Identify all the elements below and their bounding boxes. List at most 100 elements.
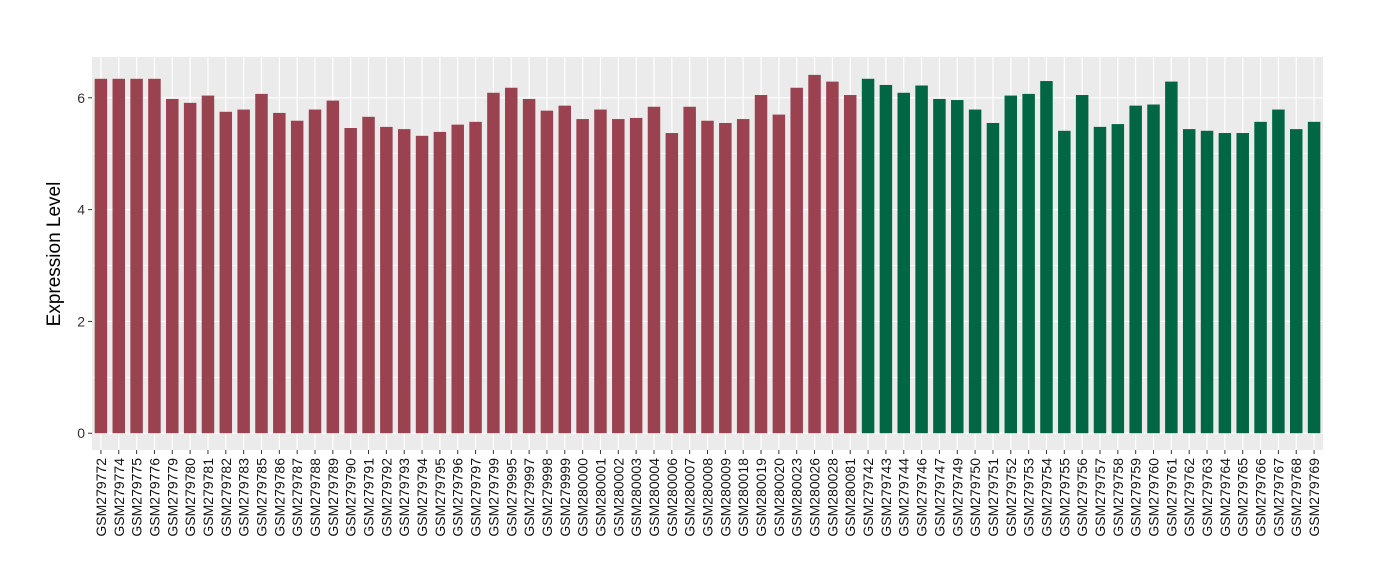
x-tick-label: GSM279762: [1181, 458, 1197, 537]
x-tick-label: GSM280001: [592, 458, 608, 537]
bar-GSM279783: [237, 109, 250, 434]
bar-GSM279781: [201, 95, 215, 434]
bar-GSM280000: [576, 119, 589, 434]
x-tick-label: GSM279759: [1128, 458, 1144, 537]
x-tick-label: GSM279785: [253, 458, 269, 537]
bar-GSM280008: [701, 120, 714, 434]
x-tick-label: GSM279742: [860, 458, 876, 537]
x-tick-label: GSM280004: [646, 458, 662, 537]
x-tick-label: GSM279997: [521, 458, 537, 537]
y-tick-label: 2: [77, 313, 85, 329]
x-tick-label: GSM279766: [1253, 458, 1269, 537]
x-tick-label: GSM279791: [361, 458, 377, 537]
x-tick-label: GSM280019: [753, 458, 769, 537]
bar-GSM279752: [1004, 95, 1018, 434]
x-tick-label: GSM279753: [1021, 458, 1037, 537]
x-tick-label: GSM279795: [432, 458, 448, 537]
bar-GSM279764: [1218, 133, 1232, 434]
x-tick-label: GSM279754: [1038, 458, 1054, 537]
bar-GSM280007: [683, 106, 696, 434]
x-tick-label: GSM279790: [343, 458, 359, 537]
bar-GSM279760: [1147, 104, 1160, 434]
bar-GSM279782: [219, 111, 233, 434]
bar-GSM279995: [505, 87, 518, 434]
bar-GSM280001: [594, 109, 607, 434]
x-axis: GSM279772 GSM279774 GSM279775 GSM279776 GSM2…: [93, 450, 1322, 537]
x-tick-label: GSM279763: [1199, 458, 1215, 537]
x-tick-label: GSM279796: [450, 458, 466, 537]
bar-GSM279785: [255, 93, 268, 434]
x-tick-label: GSM279786: [271, 458, 287, 537]
x-tick-label: GSM279789: [325, 458, 341, 537]
y-axis-label: Expression Level: [44, 182, 65, 327]
bar-GSM280020: [772, 114, 786, 434]
bar-GSM279794: [415, 135, 429, 434]
bar-GSM279799: [487, 92, 500, 434]
bar-GSM279766: [1254, 121, 1267, 434]
x-tick-label: GSM279749: [949, 458, 965, 537]
bar-GSM279793: [397, 129, 411, 434]
bar-GSM279756: [1075, 95, 1089, 434]
x-tick-label: GSM279788: [307, 458, 323, 537]
x-tick-label: GSM280006: [664, 458, 680, 537]
bar-GSM280023: [790, 87, 803, 434]
bar-GSM280019: [754, 95, 768, 434]
y-tick-label: 0: [77, 425, 85, 441]
bar-GSM280028: [826, 81, 839, 434]
bar-GSM279749: [951, 100, 964, 434]
bar-GSM279746: [915, 85, 928, 434]
bar-GSM279999: [558, 105, 572, 434]
bar-GSM279768: [1289, 129, 1303, 434]
bar-GSM279796: [451, 124, 464, 434]
x-tick-label: GSM279780: [182, 458, 198, 537]
x-tick-label: GSM280008: [700, 458, 716, 537]
x-tick-label: GSM279751: [985, 458, 1001, 537]
bar-GSM279754: [1040, 81, 1053, 434]
x-tick-label: GSM279743: [878, 458, 894, 537]
bar-GSM279757: [1093, 126, 1107, 434]
x-tick-label: GSM279765: [1235, 458, 1251, 537]
bar-GSM279761: [1165, 81, 1178, 434]
bar-GSM279762: [1182, 129, 1196, 434]
x-tick-label: GSM279760: [1146, 458, 1162, 537]
x-tick-label: GSM280081: [842, 458, 858, 537]
bar-GSM279790: [344, 127, 357, 434]
x-tick-label: GSM279782: [218, 458, 234, 537]
x-tick-label: GSM279779: [164, 458, 180, 537]
x-tick-label: GSM280026: [807, 458, 823, 537]
bar-GSM280006: [665, 133, 679, 434]
x-tick-label: GSM279774: [111, 458, 127, 537]
bar-GSM279750: [968, 109, 982, 434]
bar-GSM279747: [933, 98, 946, 434]
bar-GSM280009: [719, 122, 732, 434]
bar-GSM279744: [897, 92, 910, 434]
x-tick-label: GSM279797: [468, 458, 484, 537]
x-tick-label: GSM279744: [896, 458, 912, 537]
x-tick-label: GSM279775: [129, 458, 145, 537]
x-tick-label: GSM279750: [967, 458, 983, 537]
x-tick-label: GSM279792: [378, 458, 394, 537]
bar-GSM280004: [647, 106, 661, 434]
bar-GSM279788: [308, 109, 322, 434]
x-tick-label: GSM279794: [414, 458, 430, 537]
bar-GSM280003: [629, 117, 643, 434]
x-tick-label: GSM280020: [771, 458, 787, 537]
x-tick-label: GSM280009: [717, 458, 733, 537]
bar-GSM280002: [612, 119, 625, 434]
bars: [94, 74, 1321, 434]
x-tick-label: GSM279764: [1217, 458, 1233, 537]
bar-GSM279742: [861, 78, 875, 434]
bar-GSM279795: [433, 131, 447, 434]
x-tick-label: GSM279755: [1056, 458, 1072, 537]
x-tick-label: GSM279769: [1306, 458, 1322, 537]
x-tick-label: GSM279756: [1074, 458, 1090, 537]
x-tick-label: GSM279781: [200, 458, 216, 537]
bar-GSM280018: [736, 119, 750, 434]
x-tick-label: GSM280018: [735, 458, 751, 537]
bar-GSM280081: [843, 95, 857, 434]
bar-GSM280026: [808, 74, 821, 434]
bar-GSM279758: [1111, 124, 1125, 434]
x-tick-label: GSM280003: [628, 458, 644, 537]
bar-GSM279772: [94, 78, 108, 434]
